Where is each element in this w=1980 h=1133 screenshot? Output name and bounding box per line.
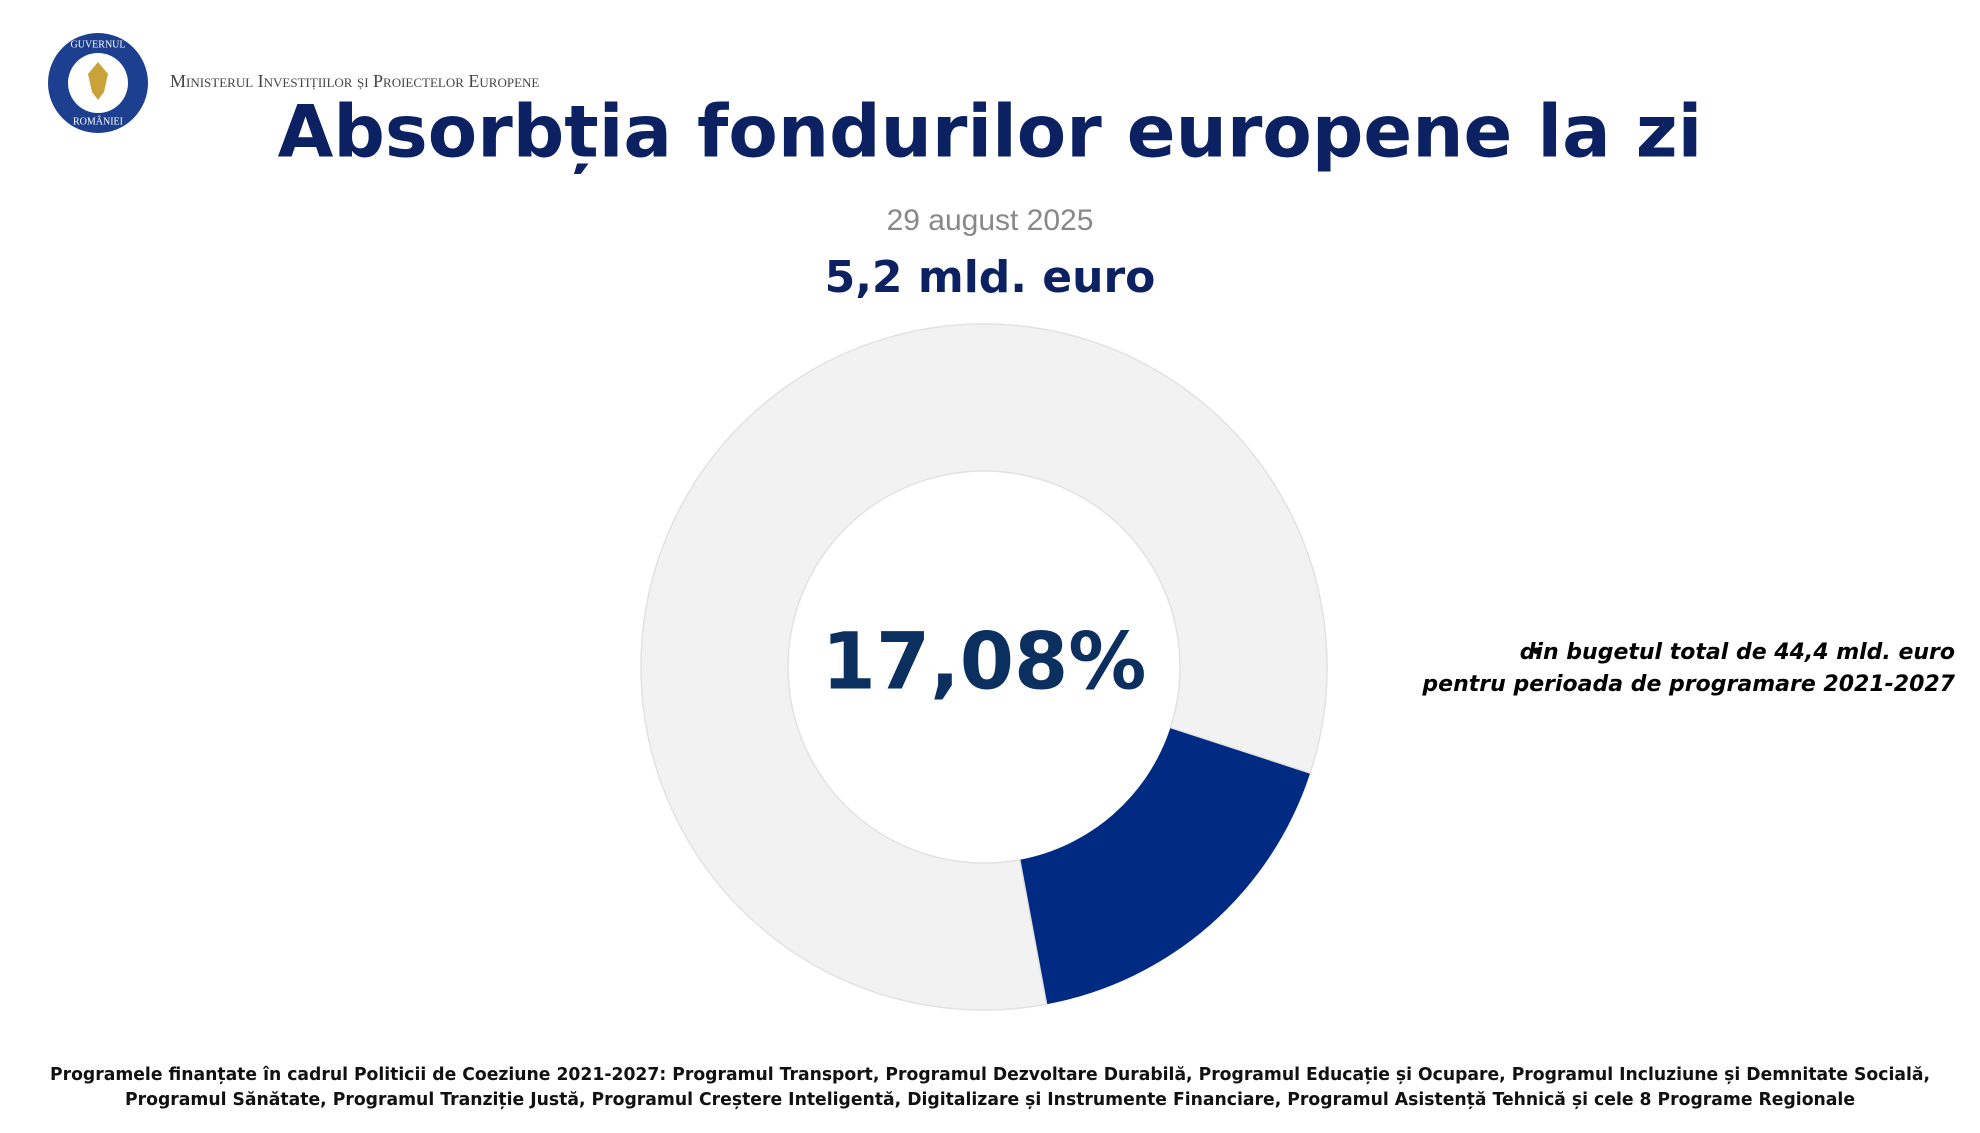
headline: 5,2 mld. euro	[825, 252, 1156, 303]
donut-segment	[640, 323, 1328, 1011]
annotation: pentru perioada de programare 2021-2027	[1421, 672, 1955, 697]
chart-title: Absorbția fondurilor europene la zi	[278, 90, 1703, 174]
donut-segment	[1019, 727, 1311, 1005]
donut: 17,08%	[640, 323, 1328, 1011]
ministry-name: Ministerul Investițiilor și Proiectelor …	[170, 71, 539, 91]
annotation: din bugetul total de 44,4 mld. euro	[1520, 640, 1955, 665]
footnote: Programul Sănătate, Programul Tranziție …	[125, 1090, 1855, 1110]
center-label: 17,08%	[822, 617, 1147, 707]
subtitle: 29 august 2025	[887, 204, 1094, 237]
logo-crest	[88, 62, 108, 100]
bullet: •	[1530, 640, 1543, 665]
logo-text: ROMÂNIEI	[73, 115, 123, 127]
footnote: Programele finanțate în cadrul Politicii…	[50, 1065, 1930, 1085]
logo: GUVERNUL ROMÂNIEI	[48, 33, 148, 133]
logo-text: GUVERNUL	[71, 39, 126, 50]
